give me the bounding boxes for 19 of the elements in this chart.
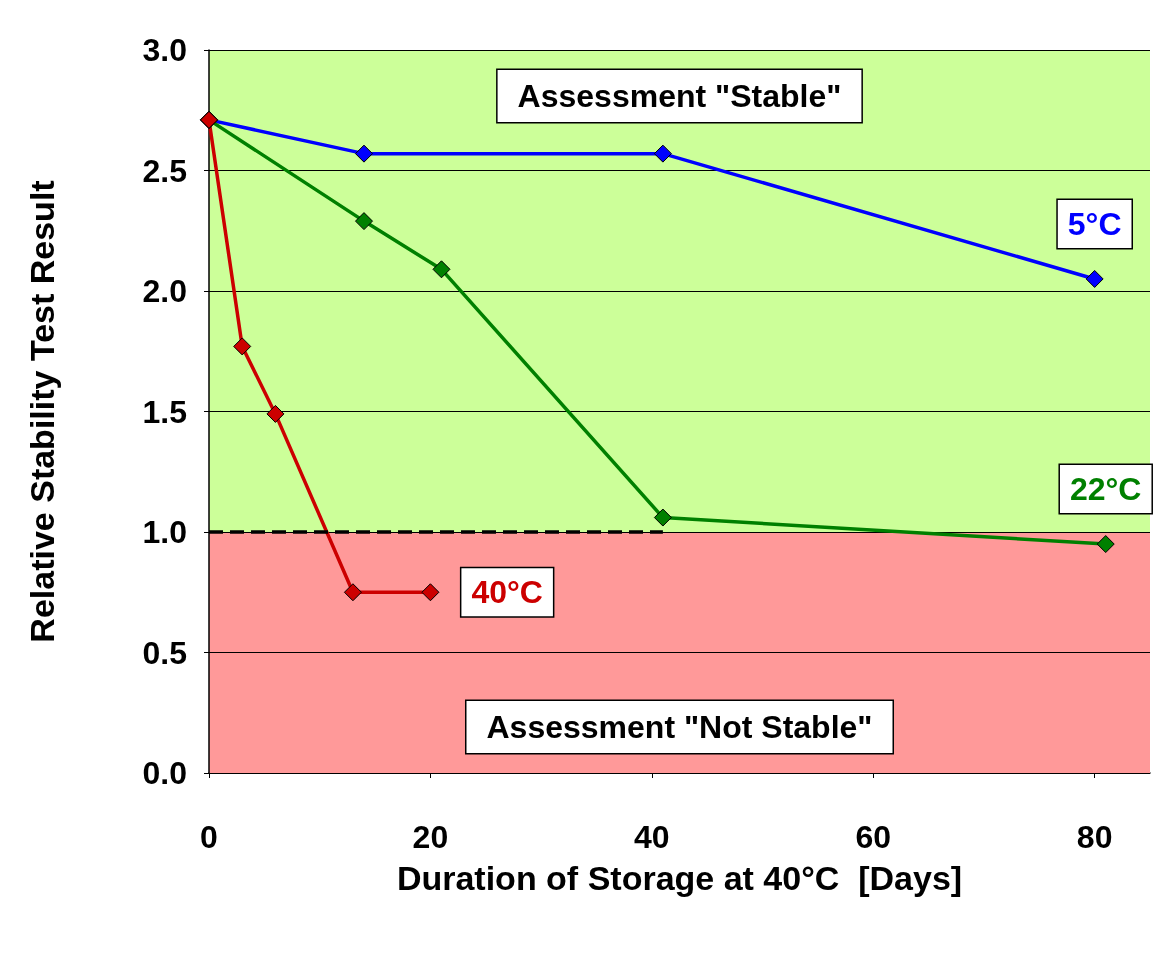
y-tick-label: 1.0: [142, 514, 187, 550]
y-tick-label: 2.0: [142, 273, 187, 309]
y-tick-label: 0.5: [142, 634, 187, 671]
series-label: 22°C: [1069, 471, 1142, 508]
series-label: 40°C: [471, 574, 543, 611]
y-tick-label: 0.0: [142, 755, 187, 791]
y-tick-label: 2.5: [142, 152, 187, 189]
x-tick-label: 0: [200, 819, 218, 855]
x-tick-label: 40: [634, 819, 670, 855]
x-tick-label: 20: [412, 819, 449, 855]
x-tick-label: 60: [855, 819, 892, 855]
y-tick-label: 3.0: [142, 32, 187, 68]
y-axis-title: Relative Stability Test Result: [23, 180, 61, 643]
series-label: 5°C: [1067, 205, 1122, 242]
y-tick-label: 1.5: [142, 393, 187, 430]
band-label: Assessment "Not Stable": [486, 709, 873, 745]
band-label: Assessment "Stable": [517, 78, 842, 114]
x-axis-title: Duration of Storage at 40°C [Days]: [396, 859, 963, 897]
x-tick-label: 80: [1076, 819, 1113, 855]
